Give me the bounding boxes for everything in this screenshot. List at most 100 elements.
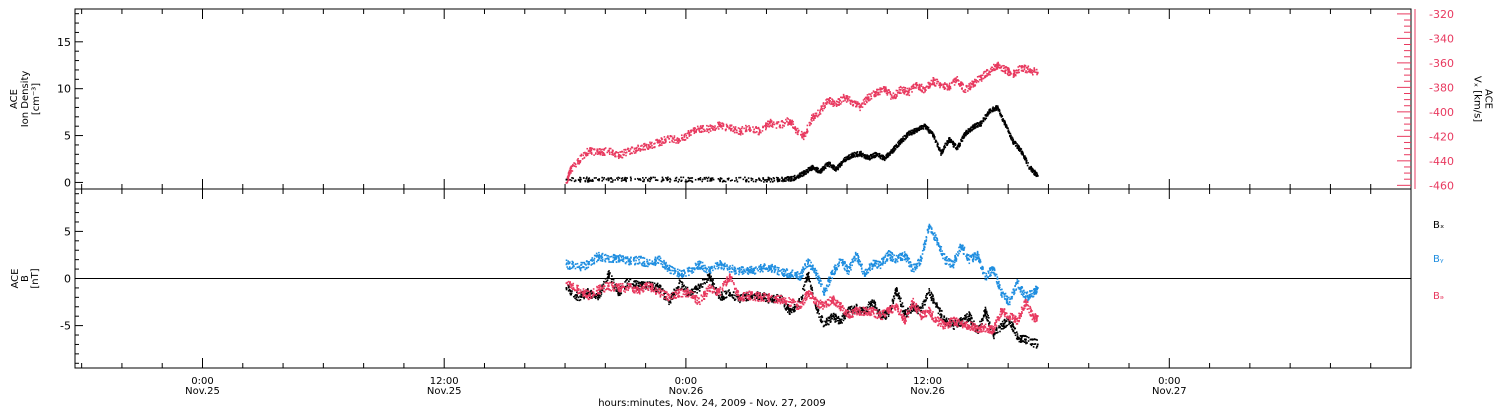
data-point bbox=[915, 87, 917, 89]
data-point bbox=[748, 125, 750, 127]
data-point bbox=[994, 68, 997, 71]
data-point bbox=[601, 148, 603, 151]
data-point bbox=[686, 294, 688, 296]
data-point bbox=[596, 260, 598, 263]
data-point bbox=[993, 67, 995, 70]
data-point bbox=[864, 154, 867, 156]
data-point bbox=[970, 129, 973, 132]
data-point bbox=[575, 298, 578, 301]
data-point bbox=[1027, 336, 1030, 339]
data-point bbox=[636, 177, 639, 180]
data-point bbox=[756, 131, 758, 133]
data-point bbox=[788, 121, 790, 124]
data-point bbox=[1014, 142, 1017, 145]
data-point bbox=[1029, 71, 1032, 74]
data-point bbox=[897, 293, 900, 296]
data-point bbox=[785, 306, 788, 309]
data-point bbox=[658, 140, 661, 143]
data-point bbox=[844, 160, 846, 163]
data-point bbox=[815, 308, 818, 311]
data-point bbox=[675, 142, 677, 144]
data-point bbox=[922, 87, 925, 89]
data-point bbox=[727, 178, 730, 181]
data-point bbox=[851, 101, 854, 104]
data-point bbox=[649, 146, 652, 149]
data-point bbox=[812, 166, 814, 169]
data-point bbox=[1010, 326, 1013, 328]
data-point bbox=[794, 309, 796, 312]
data-point bbox=[924, 123, 926, 126]
data-point bbox=[695, 287, 697, 290]
data-point bbox=[814, 115, 816, 117]
data-point bbox=[612, 259, 615, 262]
data-point bbox=[626, 278, 629, 281]
data-point bbox=[692, 288, 694, 291]
data-point bbox=[1003, 119, 1005, 122]
data-point bbox=[866, 98, 869, 100]
data-point bbox=[912, 303, 915, 305]
data-point bbox=[612, 256, 615, 259]
data-point bbox=[608, 261, 610, 263]
data-point bbox=[910, 88, 912, 91]
data-point bbox=[997, 65, 999, 67]
data-point bbox=[1024, 65, 1027, 67]
data-point bbox=[695, 128, 698, 131]
data-point bbox=[580, 293, 582, 296]
data-point bbox=[641, 281, 644, 284]
data-point bbox=[572, 264, 575, 266]
data-point bbox=[627, 150, 630, 152]
data-point bbox=[815, 112, 818, 115]
data-point bbox=[933, 137, 936, 139]
data-point bbox=[1001, 115, 1004, 117]
data-point bbox=[599, 259, 602, 262]
data-point bbox=[634, 147, 636, 150]
data-point bbox=[699, 177, 702, 179]
data-point bbox=[595, 177, 597, 179]
data-point bbox=[586, 292, 589, 294]
data-point bbox=[808, 279, 810, 281]
data-point bbox=[1030, 70, 1032, 73]
data-point bbox=[573, 180, 576, 183]
data-point bbox=[916, 130, 918, 133]
data-point bbox=[990, 70, 993, 73]
data-point bbox=[826, 165, 828, 167]
data-point bbox=[827, 317, 830, 319]
data-point bbox=[823, 324, 826, 327]
data-point bbox=[890, 94, 893, 96]
data-point bbox=[797, 177, 800, 179]
data-point bbox=[890, 152, 892, 154]
data-point bbox=[763, 181, 765, 183]
data-point bbox=[687, 294, 690, 297]
data-point bbox=[595, 252, 598, 255]
data-point bbox=[995, 329, 998, 331]
y-tick-label: 15 bbox=[57, 36, 71, 49]
data-point bbox=[920, 307, 923, 309]
data-point bbox=[793, 308, 796, 311]
data-point bbox=[943, 316, 945, 319]
legend-label: Bₓ bbox=[1433, 220, 1444, 231]
data-point bbox=[849, 102, 852, 104]
data-point bbox=[763, 179, 766, 181]
data-point bbox=[983, 76, 986, 79]
data-point bbox=[977, 80, 980, 83]
data-point bbox=[890, 96, 893, 98]
data-point bbox=[818, 169, 820, 172]
data-point bbox=[650, 177, 653, 180]
data-point bbox=[1029, 68, 1031, 70]
data-point bbox=[937, 312, 940, 315]
data-point bbox=[786, 176, 789, 179]
data-point bbox=[633, 280, 635, 283]
data-point bbox=[617, 155, 620, 157]
data-point bbox=[856, 304, 858, 307]
data-point bbox=[567, 286, 570, 289]
data-point bbox=[718, 178, 721, 181]
data-point bbox=[589, 291, 591, 293]
data-point bbox=[605, 178, 608, 181]
data-point bbox=[865, 100, 867, 102]
data-point bbox=[710, 275, 712, 278]
data-point bbox=[936, 304, 938, 306]
data-point bbox=[762, 298, 765, 300]
data-point bbox=[994, 65, 996, 67]
data-point bbox=[819, 172, 822, 174]
data-point bbox=[770, 179, 773, 181]
